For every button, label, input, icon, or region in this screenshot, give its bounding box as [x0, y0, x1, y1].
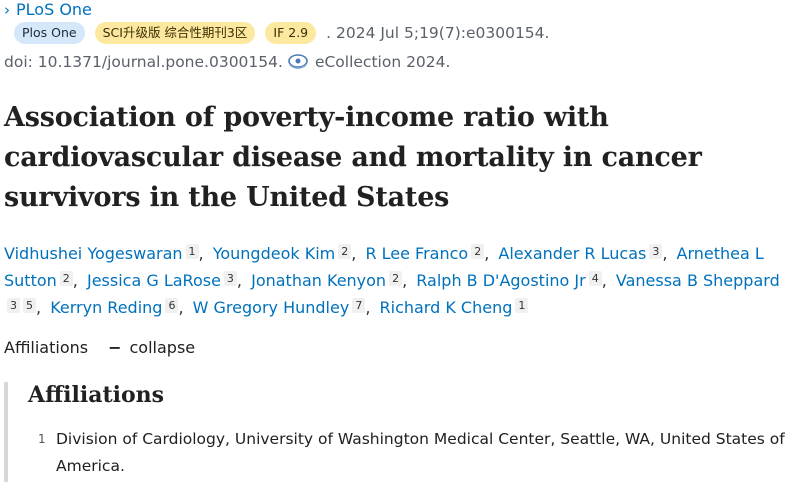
affiliations-heading: Affiliations: [28, 382, 165, 408]
affiliations-toggle-label: Affiliations: [4, 338, 89, 357]
author-affiliation-ref[interactable]: 3: [7, 298, 20, 313]
journal-link[interactable]: PLoS One: [16, 0, 92, 19]
author-separator: ,: [36, 298, 42, 317]
author-link[interactable]: Youngdeok Kim: [212, 244, 336, 263]
author-separator: ,: [351, 244, 357, 263]
author-separator: ,: [365, 298, 371, 317]
author-affiliation-ref[interactable]: 4: [588, 271, 602, 286]
citation-date: . 2024 Jul 5;19(7):e0300154.: [326, 24, 550, 42]
author-link[interactable]: R Lee Franco: [365, 244, 469, 263]
author-affiliation-ref[interactable]: 2: [59, 271, 73, 286]
author-link[interactable]: Jonathan Kenyon: [251, 271, 387, 290]
author-affiliation-ref[interactable]: 3: [223, 271, 237, 286]
author-affiliation-ref[interactable]: 1: [515, 298, 529, 313]
affiliations-panel: Affiliations 1 Division of Cardiology, U…: [4, 382, 794, 482]
doi-text: doi: 10.1371/journal.pone.0300154.: [4, 53, 283, 71]
author-link[interactable]: Kerryn Reding: [50, 298, 163, 317]
chevron-right-icon: ›: [4, 1, 10, 19]
article-title: Association of poverty-income ratio with…: [4, 102, 702, 213]
author-separator: ,: [236, 271, 242, 290]
author-affiliation-ref[interactable]: 6: [165, 298, 179, 313]
author-separator: ,: [484, 244, 490, 263]
author-link[interactable]: W Gregory Hundley: [192, 298, 350, 317]
doi-row: doi: 10.1371/journal.pone.0300154. eColl…: [4, 53, 450, 71]
author-link[interactable]: Richard K Cheng: [379, 298, 513, 317]
journal-badge[interactable]: Plos One: [14, 22, 85, 44]
affiliation-text: Division of Cardiology, University of Wa…: [56, 430, 785, 475]
ecollection-text: eCollection 2024.: [314, 53, 451, 71]
impact-factor-badge: IF 2.9: [265, 22, 317, 44]
author-separator: ,: [402, 271, 408, 290]
author-list: Vidhushei Yogeswaran 1, Youngdeok Kim 2, R…: [4, 240, 784, 321]
citation-row: Plos One SCI升级版 综合性期刊3区 IF 2.9 . 2024 Ju…: [4, 22, 549, 44]
author-affiliation-ref[interactable]: 2: [338, 244, 352, 259]
author-separator: ,: [601, 271, 607, 290]
author-link[interactable]: Jessica G LaRose: [86, 271, 221, 290]
collapse-icon: −: [108, 338, 122, 357]
collapse-link[interactable]: collapse: [129, 338, 196, 357]
author-affiliation-ref[interactable]: 2: [389, 271, 403, 286]
ecollection-icon: [288, 54, 308, 69]
author-separator: ,: [178, 298, 184, 317]
category-badge: SCI升级版 综合性期刊3区: [94, 22, 256, 44]
author-affiliation-ref[interactable]: 7: [352, 298, 366, 313]
affiliations-toggle[interactable]: Affiliations − collapse: [4, 338, 195, 357]
author-separator: ,: [662, 244, 668, 263]
journal-breadcrumb[interactable]: › PLoS One: [4, 0, 92, 19]
author-affiliation-ref[interactable]: 2: [471, 244, 485, 259]
author-separator: ,: [72, 271, 78, 290]
affiliation-number: 1: [38, 432, 46, 446]
author-link[interactable]: Vanessa B Sheppard: [615, 271, 780, 290]
author-link[interactable]: Alexander R Lucas: [498, 244, 647, 263]
author-affiliation-ref[interactable]: 5: [23, 298, 36, 313]
author-affiliation-ref[interactable]: 3: [649, 244, 663, 259]
author-link[interactable]: Ralph B D'Agostino Jr: [416, 271, 586, 290]
author-link[interactable]: Vidhushei Yogeswaran: [4, 244, 183, 263]
author-affiliation-ref[interactable]: 1: [185, 244, 199, 259]
author-link[interactable]: Arnethea L Sutton: [4, 244, 764, 290]
author-separator: ,: [198, 244, 204, 263]
